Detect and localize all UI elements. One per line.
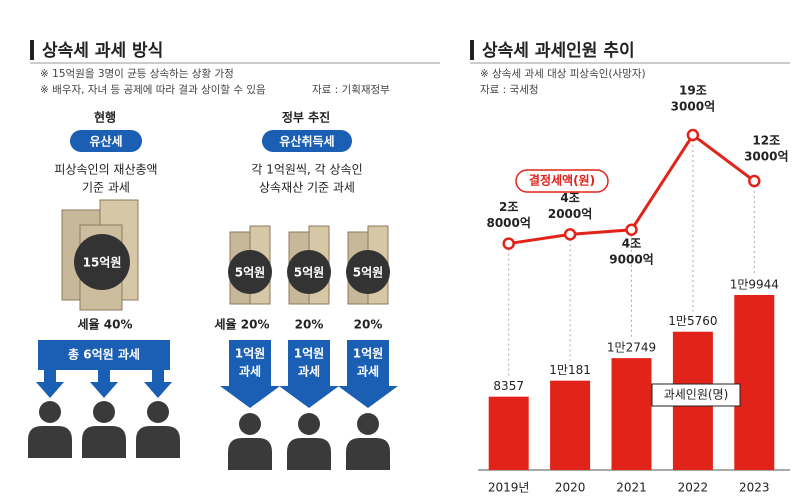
point (502, 237, 515, 250)
people (28, 401, 390, 470)
x-tick-label: 2021 (616, 481, 647, 495)
chart: 2019년 2020 2021 2022 2023 8357 1만181 1만2749 1만57… (486, 84, 788, 495)
line-label: 9000억 (609, 252, 653, 266)
line-label: 3000억 (671, 100, 715, 114)
person-head (39, 401, 61, 423)
line-label: 8000억 (486, 216, 530, 230)
bar-label: 1만5760 (668, 314, 717, 328)
tax: 1억원 (235, 347, 265, 361)
tax: 과세 (239, 364, 261, 379)
tax-arrow (279, 386, 339, 408)
title-bar (470, 40, 474, 60)
person-body (82, 426, 126, 458)
tag-pill (70, 130, 142, 152)
line-label: 2000억 (548, 207, 592, 221)
legend-bar-box (651, 383, 741, 407)
tax-box (347, 340, 389, 388)
tax-arrow (220, 386, 280, 408)
bar-label: 1만181 (549, 363, 591, 377)
bar-label: 1만2749 (607, 341, 656, 355)
point (748, 174, 761, 188)
x-tick-label: 2022 (678, 481, 709, 495)
tax: 총 6억원 과세 (68, 347, 140, 362)
person-head (239, 413, 261, 435)
bar-label: 8357 (493, 379, 524, 393)
tag: 유산세 (89, 134, 122, 149)
note: ※ 배우자, 자녀 등 공제에 따라 결과 상이할 수 있음 (40, 84, 266, 96)
tag: 유산취득세 (279, 134, 334, 149)
desc: 피상속인의 재산총액 (54, 163, 157, 177)
bar-label: 1만9944 (730, 278, 779, 292)
person-head (147, 401, 169, 423)
money-badge (228, 250, 272, 294)
tax-arrow (338, 386, 398, 408)
person-body (346, 438, 390, 470)
point (563, 228, 577, 241)
bar (611, 358, 652, 470)
left-title: 상속세 과세 방식 (42, 41, 163, 61)
tax-box (288, 340, 330, 388)
person-body (28, 426, 72, 458)
line-label: 2조 (499, 200, 518, 214)
desc: 상속재산 기준 과세 (259, 181, 355, 195)
amount: 15억원 (83, 256, 122, 270)
person-head (298, 413, 320, 435)
tax: 1억원 (353, 347, 383, 361)
source: 자료 : 기획재정부 (312, 84, 390, 96)
tax: 1억원 (294, 347, 324, 361)
point (686, 128, 700, 142)
tax: 과세 (357, 364, 379, 379)
source: 자료 : 국세청 (480, 84, 539, 96)
rate: 세율 20% (215, 317, 270, 332)
x-tick-label: 2019년 (488, 481, 530, 495)
bar (734, 295, 775, 470)
money-badge (346, 250, 390, 294)
desc: 기준 과세 (82, 181, 130, 195)
line-label: 12조 (752, 134, 780, 148)
rate: 20% (354, 318, 383, 332)
amount: 5억원 (235, 266, 265, 280)
money-stack (61, 199, 139, 311)
amount: 5억원 (294, 266, 324, 280)
heading: 정부 추진 (282, 110, 330, 125)
chart-title: 상속세 과세인원 추이 (482, 41, 635, 61)
tax-box (229, 340, 271, 388)
x-tick-label: 2023 (739, 481, 770, 495)
person-body (228, 438, 272, 470)
x-tick-label: 2020 (555, 481, 586, 495)
bar (488, 396, 529, 470)
person-head (357, 413, 379, 435)
note: ※ 상속세 과세 대상 피상속인(사망자) (480, 68, 646, 80)
bar (550, 380, 591, 470)
tax-arrows (36, 340, 172, 398)
legend-line-box (515, 169, 609, 193)
desc: 각 1억원씩, 각 상속인 (251, 163, 362, 177)
person-body (287, 438, 331, 470)
tag-pill (262, 130, 352, 152)
line-label: 4조 (622, 236, 641, 250)
rate: 세율 40% (78, 317, 133, 332)
line-label: 4조 (560, 191, 579, 205)
person-body (136, 426, 180, 458)
amount: 5억원 (353, 266, 383, 280)
line-label: 19조 (679, 84, 707, 98)
heading: 현행 (94, 110, 116, 125)
rate: 20% (295, 318, 324, 332)
legend-bar: 과세인원(명) (664, 388, 729, 402)
tax: 과세 (298, 364, 320, 379)
title-bar (30, 40, 34, 60)
line-label: 3000억 (744, 150, 788, 164)
legend-line: 결정세액(원) (529, 173, 595, 188)
person-head (93, 401, 115, 423)
point (625, 223, 638, 237)
money-badge (287, 250, 331, 294)
note: ※ 15억원을 3명이 균등 상속하는 상황 가정 (40, 67, 234, 80)
